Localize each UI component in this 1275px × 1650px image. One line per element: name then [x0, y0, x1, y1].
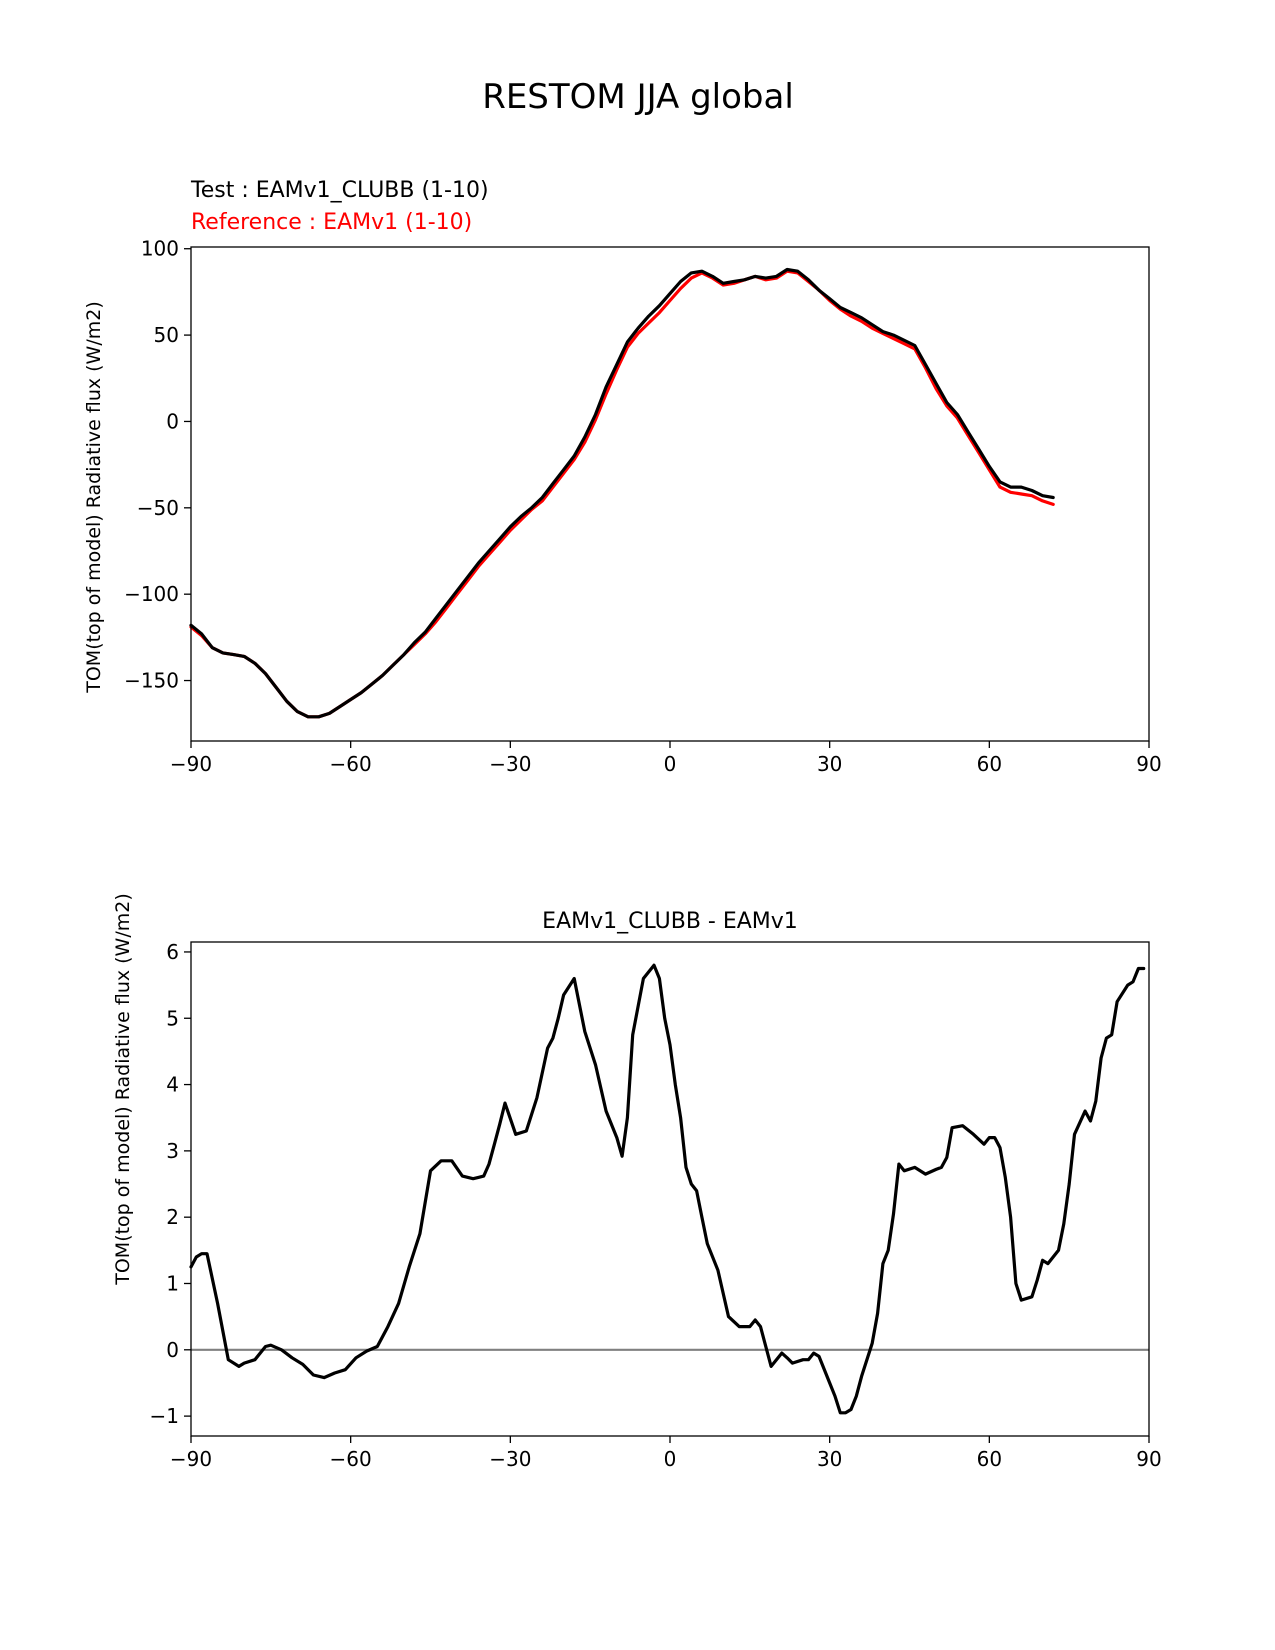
top-y-axis-label: TOM(top of model) Radiative flux (W/m2): [83, 301, 105, 694]
x-tick-label: 30: [817, 752, 842, 776]
y-tick-label: 0: [166, 1338, 179, 1362]
x-tick-label: −60: [330, 752, 372, 776]
y-tick-label: 5: [166, 1006, 179, 1030]
series-line-primary: [189, 963, 1146, 1415]
y-tick-label: −150: [124, 669, 179, 693]
y-tick-label: −100: [124, 582, 179, 606]
x-tick-label: −30: [489, 752, 531, 776]
bottom-axes-frame: [190, 941, 1150, 1437]
bottom-chart: EAMv1_CLUBB - EAMv1 TOM(top of model) Ra…: [112, 893, 1162, 1471]
x-tick-label: −90: [170, 752, 212, 776]
top-axes-frame: [190, 246, 1150, 742]
x-tick-label: 60: [977, 1447, 1002, 1471]
legend-test-label: Test : EAMv1_CLUBB (1-10): [190, 178, 489, 203]
x-tick-label: −30: [489, 1447, 531, 1471]
y-tick-label: 6: [166, 940, 179, 964]
y-tick-label: 1: [166, 1271, 179, 1295]
top-plot-area: −90 −60 −30 0 30 60 90 100 50 0 −50 −100 −150: [124, 237, 1162, 776]
y-tick-label: 4: [166, 1073, 179, 1097]
y-tick-label: −1: [150, 1404, 179, 1428]
bottom-plot-area: −90 −60 −30 0 30 60 90 6 5 4 3 2 1 0 −1: [150, 940, 1162, 1471]
x-tick-label: −90: [170, 1447, 212, 1471]
series-line-primary: [189, 267, 1055, 719]
x-tick-label: 90: [1136, 1447, 1161, 1471]
bottom-y-axis-label: TOM(top of model) Radiative flux (W/m2): [112, 893, 134, 1286]
x-tick-label: 0: [664, 752, 677, 776]
y-tick-label: 0: [166, 409, 179, 433]
x-tick-label: −60: [330, 1447, 372, 1471]
x-tick-label: 60: [977, 752, 1002, 776]
y-tick-label: −50: [137, 496, 179, 520]
y-tick-label: 3: [166, 1139, 179, 1163]
top-chart: Test : EAMv1_CLUBB (1-10) Reference : EA…: [83, 178, 1162, 776]
bottom-chart-title: EAMv1_CLUBB - EAMv1: [542, 909, 798, 934]
legend-reference-label: Reference : EAMv1 (1-10): [191, 210, 472, 235]
y-tick-label: 2: [166, 1205, 179, 1229]
x-tick-label: 30: [817, 1447, 842, 1471]
y-tick-label: 100: [141, 237, 179, 261]
x-tick-label: 0: [664, 1447, 677, 1471]
y-tick-label: 50: [154, 323, 179, 347]
figure-title: RESTOM JJA global: [482, 77, 794, 117]
x-tick-label: 90: [1136, 752, 1161, 776]
